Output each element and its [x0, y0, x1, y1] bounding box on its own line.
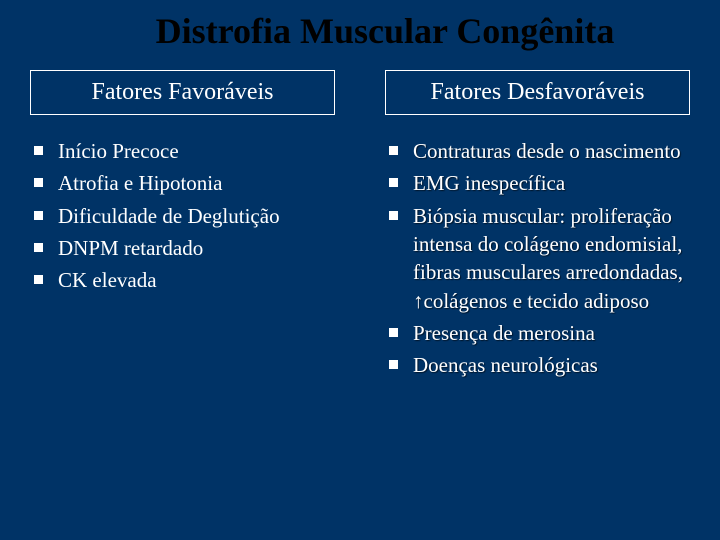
list-item: CK elevada: [30, 266, 345, 294]
list-item: Biópsia muscular: proliferação intensa d…: [385, 202, 700, 315]
list-item: Presença de merosina: [385, 319, 700, 347]
right-list: Contraturas desde o nascimento EMG inesp…: [375, 137, 700, 380]
slide: Distrofia Muscular Congênita Fatores Fav…: [0, 0, 720, 540]
list-item: Dificuldade de Deglutição: [30, 202, 345, 230]
list-item: Atrofia e Hipotonia: [30, 169, 345, 197]
list-item: EMG inespecífica: [385, 169, 700, 197]
list-item: DNPM retardado: [30, 234, 345, 262]
left-list: Início Precoce Atrofia e Hipotonia Dific…: [20, 137, 345, 295]
columns-wrapper: Fatores Favoráveis Início Precoce Atrofi…: [20, 70, 700, 384]
slide-title: Distrofia Muscular Congênita: [20, 10, 700, 52]
right-header-box: Fatores Desfavoráveis: [385, 70, 690, 115]
list-item: Doenças neurológicas: [385, 351, 700, 379]
list-item: Contraturas desde o nascimento: [385, 137, 700, 165]
left-header-box: Fatores Favoráveis: [30, 70, 335, 115]
right-column: Fatores Desfavoráveis Contraturas desde …: [375, 70, 700, 384]
left-column: Fatores Favoráveis Início Precoce Atrofi…: [20, 70, 345, 384]
list-item: Início Precoce: [30, 137, 345, 165]
